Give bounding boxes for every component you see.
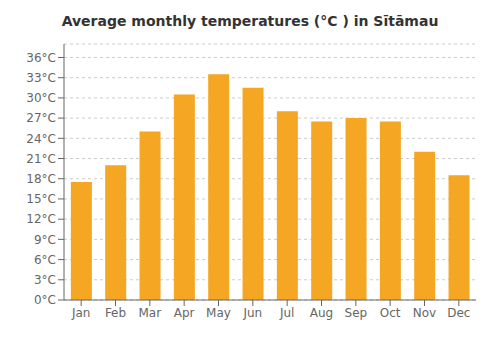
svg-text:Nov: Nov: [413, 306, 436, 320]
svg-text:Dec: Dec: [447, 306, 470, 320]
svg-text:3°C: 3°C: [34, 273, 56, 287]
svg-text:6°C: 6°C: [34, 253, 56, 267]
svg-text:27°C: 27°C: [26, 111, 56, 125]
svg-text:Aug: Aug: [310, 306, 333, 320]
svg-text:Jun: Jun: [242, 306, 262, 320]
svg-text:Oct: Oct: [380, 306, 401, 320]
svg-text:Apr: Apr: [174, 306, 195, 320]
svg-text:33°C: 33°C: [26, 71, 56, 85]
svg-text:May: May: [206, 306, 231, 320]
html-text:Average monthly temperatures (: Average monthly temperatures (°C ) in Sī…: [61, 13, 439, 29]
svg-text:24°C: 24°C: [26, 132, 56, 146]
svg-text:0°C: 0°C: [34, 293, 56, 307]
svg-text:21°C: 21°C: [26, 152, 56, 166]
svg-text:Jul: Jul: [279, 306, 294, 320]
svg-text:Mar: Mar: [139, 306, 162, 320]
svg-text:Jan: Jan: [71, 306, 91, 320]
svg-text:18°C: 18°C: [26, 172, 56, 186]
svg-text:30°C: 30°C: [26, 91, 56, 105]
svg-text:Sep: Sep: [345, 306, 368, 320]
svg-text:9°C: 9°C: [34, 233, 56, 247]
svg-text:15°C: 15°C: [26, 192, 56, 206]
svg-text:Feb: Feb: [105, 306, 126, 320]
svg-text:12°C: 12°C: [26, 212, 56, 226]
svg-text:36°C: 36°C: [26, 51, 56, 65]
